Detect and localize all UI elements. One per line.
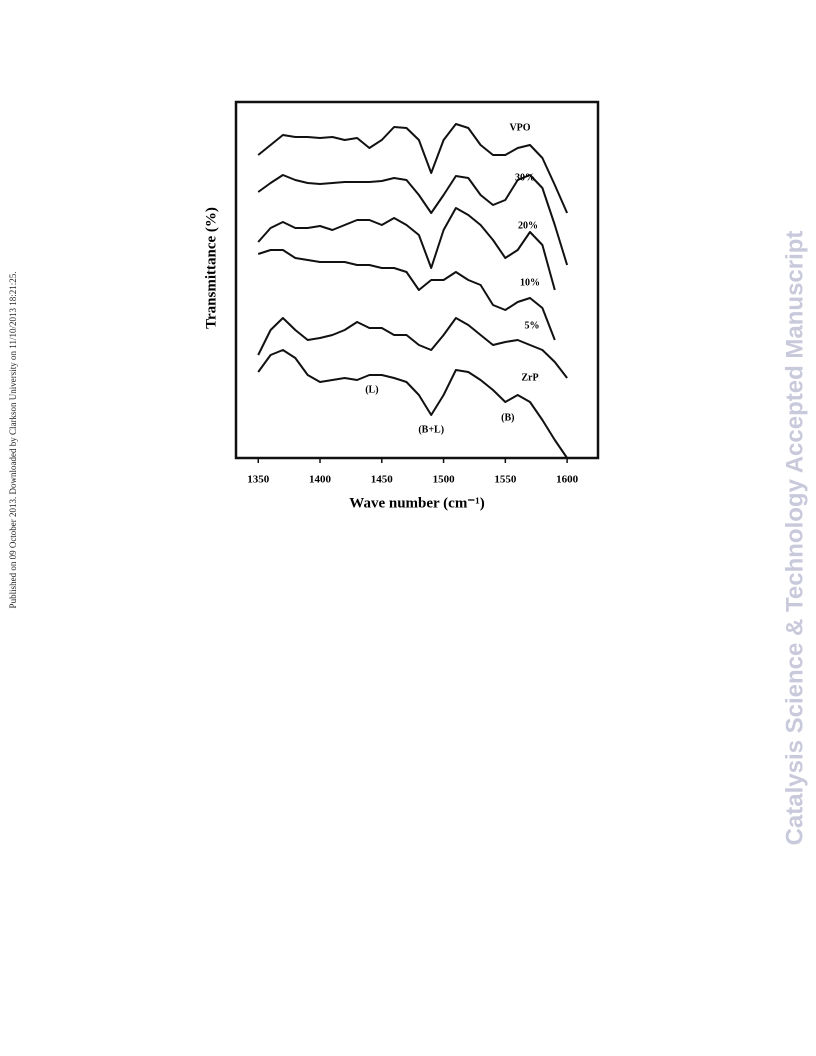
series-label: 30% — [515, 172, 535, 183]
annotation: (B) — [501, 412, 514, 423]
spectrum-line — [257, 249, 556, 341]
spectrum-line — [257, 207, 556, 291]
watermark: Catalysis Science & Technology Accepted … — [781, 231, 808, 846]
annotation: (B+L) — [418, 424, 444, 435]
series-label: 5% — [525, 320, 540, 331]
spectrum-line — [257, 123, 569, 214]
series-label: 20% — [518, 220, 538, 231]
side-note: Published on 09 October 2013. Downloaded… — [8, 272, 18, 609]
series-label: ZrP — [521, 372, 538, 383]
spectrum-line — [257, 349, 568, 459]
x-tick-label: 1400 — [309, 474, 332, 486]
spectrum-line — [257, 317, 568, 379]
x-tick-label: 1450 — [371, 474, 394, 486]
annotation: (L) — [365, 384, 378, 395]
x-tick-label: 1550 — [494, 474, 517, 486]
x-tick-label: 1500 — [433, 474, 456, 486]
spectrum-line — [257, 174, 569, 266]
series-label: VPO — [509, 122, 530, 133]
x-axis-label: Wave number (cm⁻¹) — [349, 495, 484, 511]
plot-frame — [234, 100, 600, 460]
x-tick-label: 1600 — [556, 474, 579, 486]
series-label: 10% — [520, 277, 540, 288]
x-tick-label: 1350 — [247, 474, 270, 486]
y-axis-label: Transmittance (%) — [203, 207, 219, 329]
